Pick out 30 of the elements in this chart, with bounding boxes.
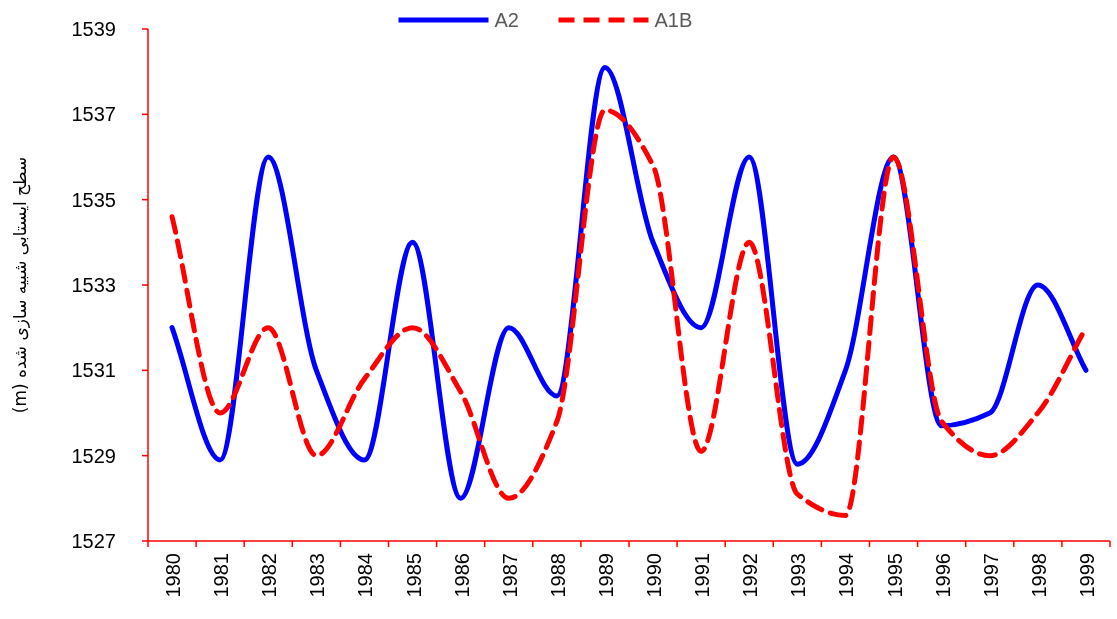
- x-tick-label: 1991: [691, 553, 714, 598]
- x-tick-label: 1986: [450, 553, 473, 598]
- legend-label: A2: [494, 9, 519, 31]
- x-tick-label: 1996: [931, 553, 954, 598]
- x-tick-label: 1981: [210, 553, 233, 598]
- x-tick-label: 1987: [498, 553, 521, 598]
- y-tick-label: 1531: [71, 359, 116, 382]
- x-tick-label: 1980: [162, 553, 185, 598]
- x-tick-label: 1999: [1075, 553, 1098, 598]
- x-tick-label: 1990: [643, 553, 666, 598]
- x-tick-label: 1992: [739, 553, 762, 598]
- x-tick-label: 1993: [787, 553, 810, 598]
- y-tick-label: 1539: [71, 18, 116, 40]
- x-tick-label: 1989: [594, 553, 617, 598]
- x-tick-label: 1988: [546, 553, 569, 598]
- x-tick-label: 1994: [835, 553, 858, 598]
- x-tick-label: 1997: [979, 553, 1002, 598]
- y-tick-label: 1537: [71, 103, 116, 126]
- x-tick-label: 1982: [258, 553, 281, 598]
- x-tick-label: 1985: [402, 553, 425, 598]
- y-tick-label: 1527: [71, 530, 116, 552]
- x-tick-label: 1984: [354, 553, 377, 598]
- legend-label: A1B: [654, 9, 693, 31]
- x-tick-label: 1998: [1027, 553, 1050, 598]
- y-axis-title: سطح ایستابی شبیه سازی شده (m): [10, 156, 31, 414]
- x-tick-label: 1995: [883, 553, 906, 598]
- y-tick-label: 1535: [71, 188, 116, 211]
- y-tick-label: 1529: [71, 444, 116, 467]
- y-tick-label: 1533: [71, 274, 116, 296]
- x-tick-label: 1983: [306, 553, 329, 598]
